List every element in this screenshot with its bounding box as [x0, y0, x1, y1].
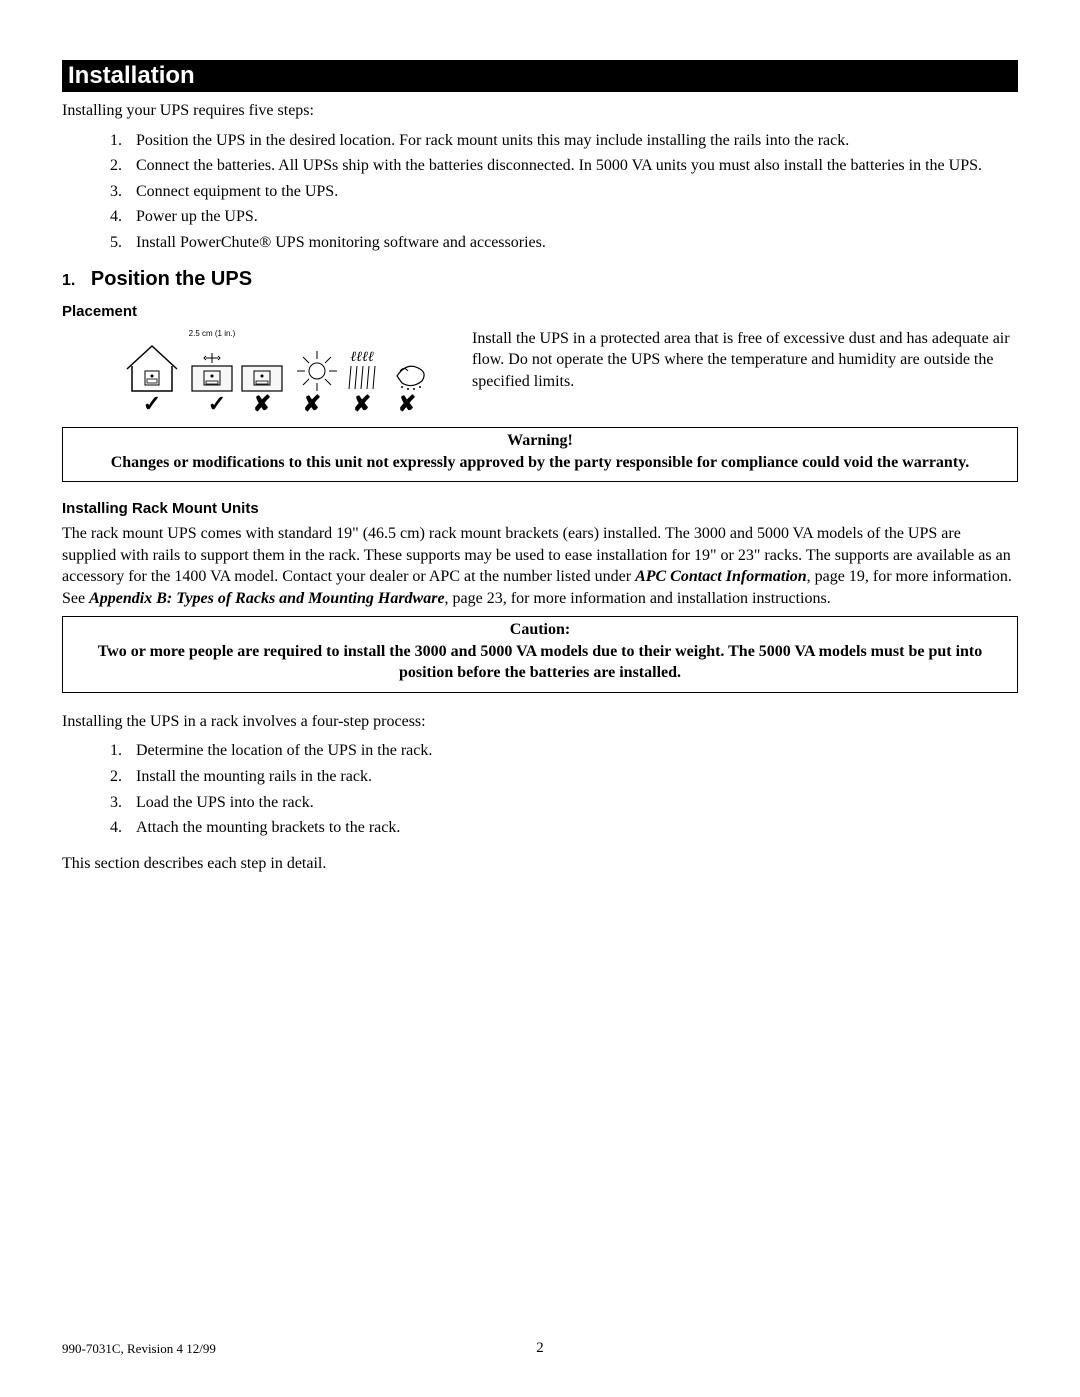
rack-step: Attach the mounting brackets to the rack…	[126, 817, 1018, 839]
install-steps-list: Position the UPS in the desired location…	[126, 130, 1018, 254]
placement-heading: Placement	[62, 303, 1018, 320]
ups-box-icon	[242, 366, 282, 391]
rack-outro-text: This section describes each step in deta…	[62, 853, 1018, 875]
placement-row: 2.5 cm (1 in.)	[62, 326, 1018, 421]
rack-step: Determine the location of the UPS in the…	[126, 740, 1018, 762]
rack-step: Load the UPS into the rack.	[126, 792, 1018, 814]
step-number: 1.	[62, 272, 75, 289]
bugs-icon	[397, 366, 424, 390]
house-icon	[127, 346, 177, 391]
step-heading: 1. Position the UPS	[62, 268, 1018, 291]
step-title: Position the UPS	[91, 268, 252, 290]
rain-icon: ℓℓℓℓ	[349, 350, 375, 389]
cross-icon: ✘	[398, 391, 416, 416]
rack-paragraph: The rack mount UPS comes with standard 1…	[62, 523, 1018, 609]
sun-icon	[297, 351, 337, 391]
caution-body: Two or more people are required to insta…	[69, 641, 1011, 684]
cross-icon: ✘	[353, 391, 371, 416]
install-step: Install PowerChute® UPS monitoring softw…	[126, 232, 1018, 254]
svg-text:ℓℓℓℓ: ℓℓℓℓ	[350, 350, 373, 365]
install-step: Connect equipment to the UPS.	[126, 181, 1018, 203]
placement-icons-svg: 2.5 cm (1 in.)	[62, 326, 442, 416]
placement-text: Install the UPS in a protected area that…	[472, 326, 1018, 393]
install-step: Connect the batteries. All UPSs ship wit…	[126, 155, 1018, 177]
warning-body: Changes or modifications to this unit no…	[69, 452, 1011, 474]
clearance-label: 2.5 cm (1 in.)	[189, 329, 236, 338]
check-icon: ✓	[208, 391, 226, 416]
page-number: 2	[0, 1340, 1080, 1357]
ref-apc-contact: APC Contact Information	[635, 568, 807, 585]
rack-steps-list: Determine the location of the UPS in the…	[126, 740, 1018, 838]
caution-box: Caution: Two or more people are required…	[62, 616, 1018, 693]
ref-appendix-b: Appendix B: Types of Racks and Mounting …	[89, 590, 444, 607]
install-step: Position the UPS in the desired location…	[126, 130, 1018, 152]
placement-diagram: 2.5 cm (1 in.)	[62, 326, 442, 421]
rack-para-text: , page 23, for more information and inst…	[445, 590, 831, 607]
check-icon: ✓	[143, 391, 161, 416]
install-step: Power up the UPS.	[126, 206, 1018, 228]
caution-title: Caution:	[69, 621, 1011, 639]
cross-icon: ✘	[303, 391, 321, 416]
section-header: Installation	[62, 60, 1018, 92]
warning-title: Warning!	[69, 432, 1011, 450]
rack-step: Install the mounting rails in the rack.	[126, 766, 1018, 788]
ups-clearance-icon	[192, 353, 232, 391]
rack-heading: Installing Rack Mount Units	[62, 500, 1018, 517]
intro-text: Installing your UPS requires five steps:	[62, 100, 1018, 122]
rack-intro-text: Installing the UPS in a rack involves a …	[62, 711, 1018, 733]
cross-icon: ✘	[253, 391, 271, 416]
warning-box: Warning! Changes or modifications to thi…	[62, 427, 1018, 483]
